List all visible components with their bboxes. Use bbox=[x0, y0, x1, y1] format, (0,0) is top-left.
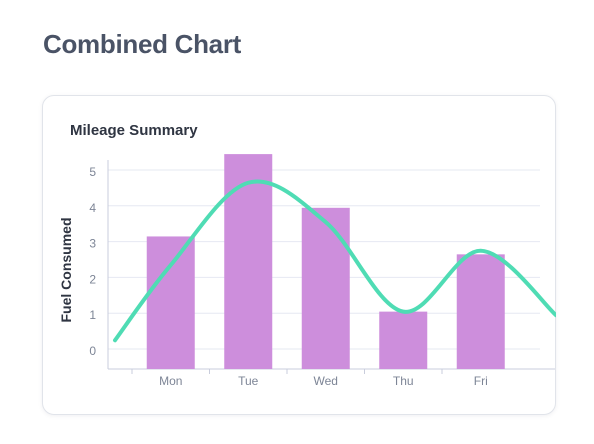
bar-fri bbox=[456, 254, 505, 369]
x-tick-label: Wed bbox=[314, 374, 338, 388]
bar-wed bbox=[301, 207, 350, 369]
y-tick-label: 3 bbox=[89, 237, 96, 251]
chart-title: Mileage Summary bbox=[70, 122, 198, 139]
y-tick-label: 0 bbox=[89, 344, 96, 358]
x-tick-label: Fri bbox=[474, 374, 488, 388]
bar-mon bbox=[146, 236, 195, 369]
page-title: Combined Chart bbox=[43, 29, 242, 59]
y-tick-labels: 0 1 2 3 4 5 bbox=[89, 165, 96, 358]
y-tick-label: 4 bbox=[89, 201, 96, 215]
y-axis-title: Fuel Consumed bbox=[58, 217, 74, 322]
line-series bbox=[113, 179, 556, 343]
y-tick-label: 2 bbox=[89, 272, 96, 286]
x-tick-label: Thu bbox=[393, 374, 414, 388]
x-tick-labels: Mon Tue Wed Thu Fri bbox=[159, 374, 488, 388]
y-tick-label: 1 bbox=[89, 308, 96, 322]
bar-series bbox=[146, 154, 505, 369]
bar-thu bbox=[379, 311, 428, 369]
x-tick-label: Tue bbox=[238, 374, 259, 388]
y-tick-label: 5 bbox=[89, 165, 96, 179]
x-tick-label: Mon bbox=[159, 374, 182, 388]
bar-tue bbox=[224, 154, 273, 369]
